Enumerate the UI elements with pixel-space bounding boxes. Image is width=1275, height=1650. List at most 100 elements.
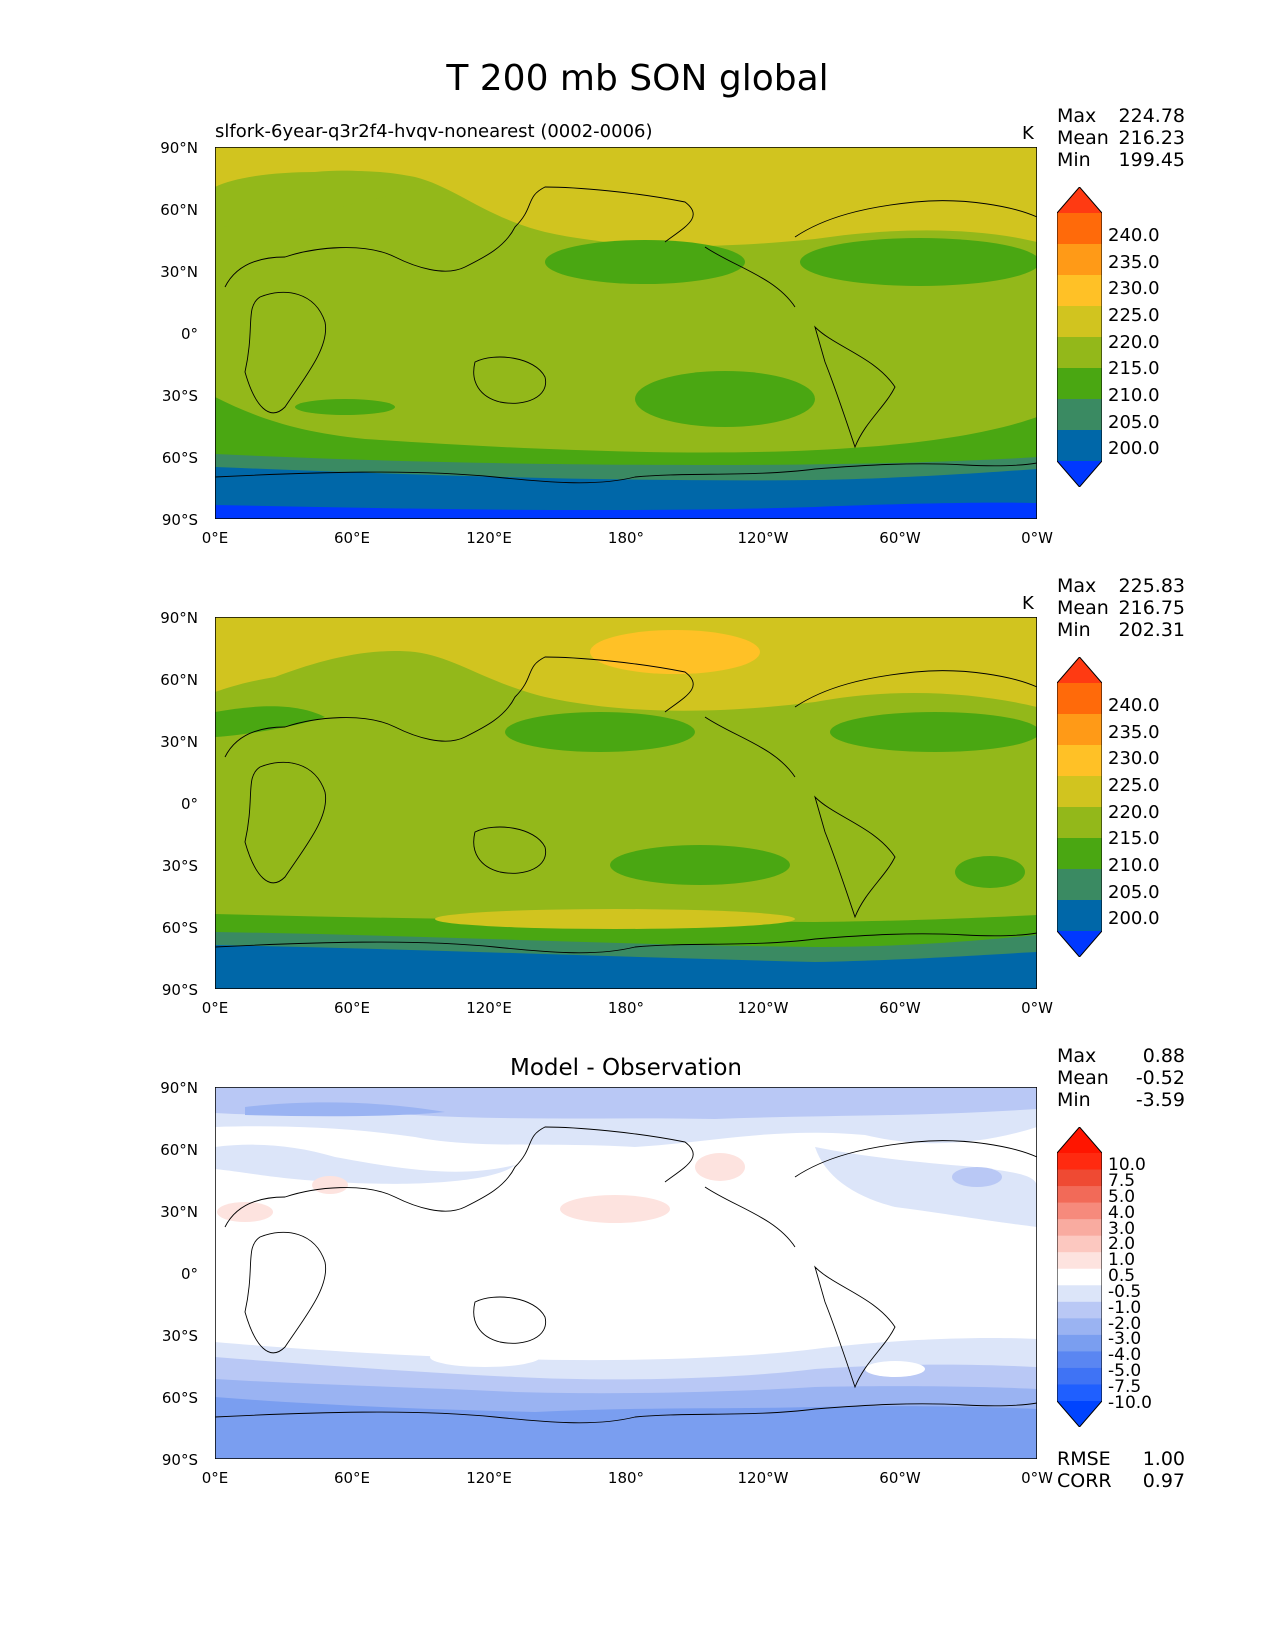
min-label: Min [1057, 149, 1091, 171]
coastlines [215, 656, 1037, 954]
colorbar-segment [1057, 399, 1102, 431]
colorbar-label: -2.0 [1108, 1314, 1142, 1334]
colorbar [1057, 657, 1102, 957]
colorbar-segment [1057, 1268, 1102, 1286]
pacific-cool-north [545, 240, 745, 284]
mean-label: Mean [1057, 1067, 1109, 1089]
lon-tick: 120°E [466, 999, 512, 1017]
lat-tick: 0° [180, 795, 198, 813]
indian-cool-south [295, 399, 395, 415]
colorbar-label: -3.0 [1108, 1329, 1142, 1349]
lon-tick: 60°W [879, 529, 921, 547]
lon-tick: 120°W [737, 1469, 789, 1487]
lat-tick: 30°S [161, 1327, 198, 1345]
figure-title: T 200 mb SON global [446, 58, 829, 99]
corr-label: CORR [1057, 1470, 1112, 1492]
lat-tick: 90°N [160, 139, 198, 157]
colorbar-segment [1057, 275, 1102, 307]
lat-tick: 90°N [160, 609, 198, 627]
colorbar-label: 200.0 [1108, 438, 1160, 459]
lon-tick: 120°W [737, 529, 789, 547]
southern-band-min [215, 502, 1037, 519]
mean-value: 216.75 [1118, 597, 1185, 619]
colorbar-segment [1057, 1202, 1102, 1220]
colorbar-segment [1057, 1384, 1102, 1402]
colorbar-label: 210.0 [1108, 855, 1160, 876]
colorbar-label: 205.0 [1108, 882, 1160, 903]
colorbar-label: 2.0 [1108, 1234, 1136, 1254]
atlantic-cool-band [815, 1147, 1037, 1227]
lat-tick: 60°S [161, 919, 198, 937]
southern-band-200 [215, 945, 1037, 989]
atlantic-cool-spot [952, 1167, 1002, 1187]
colorbar-label: 220.0 [1108, 802, 1160, 823]
colorbar-segment [1057, 1318, 1102, 1336]
min-label: Min [1057, 1089, 1091, 1111]
lon-tick: 180° [607, 1469, 645, 1487]
lon-tick: 60°E [333, 1469, 371, 1487]
min-value: 199.45 [1118, 149, 1185, 171]
colorbar-label: -0.5 [1108, 1282, 1142, 1302]
colorbar-extend-min [1057, 461, 1102, 487]
colorbar-label: -5.0 [1108, 1361, 1142, 1381]
arctic-warm-band [215, 147, 1037, 247]
lon-tick: 180° [607, 999, 645, 1017]
mideast-warm-spot [312, 1176, 348, 1194]
colorbar-extend-max [1057, 657, 1102, 683]
units-label: K [1022, 123, 1034, 144]
eurasia-band [215, 170, 430, 227]
colorbar-label: 235.0 [1108, 252, 1160, 273]
coastlines [215, 186, 1037, 484]
lon-tick: 0°W [1021, 1469, 1053, 1487]
panel-subtitle: Model - Observation [509, 1055, 743, 1081]
colorbar-label: 230.0 [1108, 748, 1160, 769]
colorbar-segment [1057, 1301, 1102, 1319]
lat-tick: 60°S [161, 449, 198, 467]
lat-tick: 60°N [160, 201, 198, 219]
southern-warm-band [435, 909, 795, 929]
atlantic-cool-south [955, 856, 1025, 888]
colorbar-label: 225.0 [1108, 775, 1160, 796]
pacific-cool-south [610, 845, 790, 885]
colorbar-segment [1057, 306, 1102, 338]
min-label: Min [1057, 619, 1091, 641]
max-label: Max [1057, 575, 1097, 597]
max-value: 0.88 [1142, 1045, 1185, 1067]
contour-map [215, 147, 1037, 519]
colorbar-label: 215.0 [1108, 828, 1160, 849]
colorbar-segment [1057, 683, 1102, 715]
units-label: K [1022, 593, 1034, 614]
colorbar-segment [1057, 1367, 1102, 1385]
lat-tick: 60°S [161, 1389, 198, 1407]
colorbar-label: 225.0 [1108, 305, 1160, 326]
corr-value: 0.97 [1142, 1470, 1185, 1492]
lat-tick: 90°S [161, 1451, 198, 1469]
lat-tick: 90°N [160, 1079, 198, 1097]
lat-tick: 30°S [161, 387, 198, 405]
colorbar-label: 240.0 [1108, 225, 1160, 246]
pacific-cool-north [505, 712, 695, 752]
lat-tick: 30°N [160, 733, 198, 751]
colorbar-segment [1057, 337, 1102, 369]
max-value: 224.78 [1118, 105, 1185, 127]
colorbar-segment [1057, 213, 1102, 245]
atlantic-cool-north [800, 238, 1037, 286]
southern-neutral-spot-2 [865, 1361, 925, 1377]
southern-band-200 [215, 467, 1037, 519]
lat-tick: 0° [180, 1265, 198, 1283]
mideast-cool [215, 706, 325, 737]
colorbar-label: 0.5 [1108, 1266, 1136, 1286]
lon-tick: 0°E [201, 529, 229, 547]
lon-tick: 120°W [737, 999, 789, 1017]
lon-tick: 60°W [879, 999, 921, 1017]
colorbar-segment [1057, 838, 1102, 870]
mean-label: Mean [1057, 127, 1109, 149]
panel-observation: K Max 225.83 Mean 216.75 Min 202.31 90°N 60… [0, 575, 1275, 1057]
colorbar-segment [1057, 1153, 1102, 1171]
lon-tick: 60°E [333, 529, 371, 547]
lon-tick: 0°W [1021, 999, 1053, 1017]
mean-label: Mean [1057, 597, 1109, 619]
eurasia-cool-band [215, 1144, 515, 1184]
colorbar-segment [1057, 714, 1102, 746]
lat-tick: 30°N [160, 263, 198, 281]
